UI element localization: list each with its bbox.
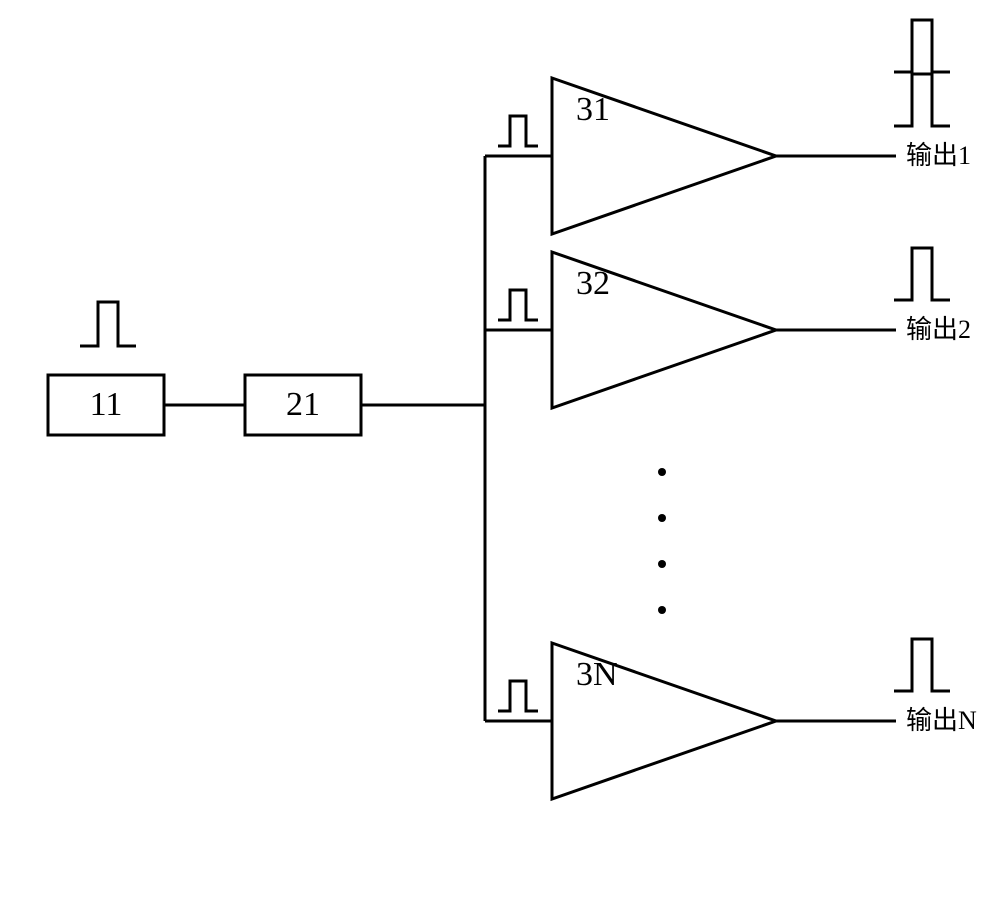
pulse-out-31-icon	[894, 74, 950, 126]
ellipsis-dot-3	[658, 560, 666, 568]
block-21-label: 21	[286, 386, 320, 423]
output-label-3: 输出N	[906, 706, 977, 735]
block-11-label: 11	[90, 386, 123, 423]
pulse-in-31-icon	[498, 116, 538, 146]
ellipsis-dot-4	[658, 606, 666, 614]
pulse-in-32-icon	[498, 290, 538, 320]
pulse-out-32-icon	[894, 248, 950, 300]
output-label-2: 输出2	[906, 315, 971, 344]
amp-32-label: 32	[576, 265, 610, 302]
output-label-1: 输出1	[906, 141, 971, 170]
amp-3N-label: 3N	[576, 656, 618, 693]
pulse-out-3N-icon	[894, 639, 950, 691]
diagram-canvas: 11 21 31 输出1 32 输出2 3N 输出N	[0, 0, 1000, 909]
pulse-source-icon	[80, 302, 136, 346]
pulse-out-top-icon	[894, 20, 950, 72]
ellipsis-dot-1	[658, 468, 666, 476]
amp-31-label: 31	[576, 91, 610, 128]
pulse-in-3N-icon	[498, 681, 538, 711]
ellipsis-dot-2	[658, 514, 666, 522]
diagram-svg: 11 21 31 输出1 32 输出2 3N 输出N	[0, 0, 1000, 909]
